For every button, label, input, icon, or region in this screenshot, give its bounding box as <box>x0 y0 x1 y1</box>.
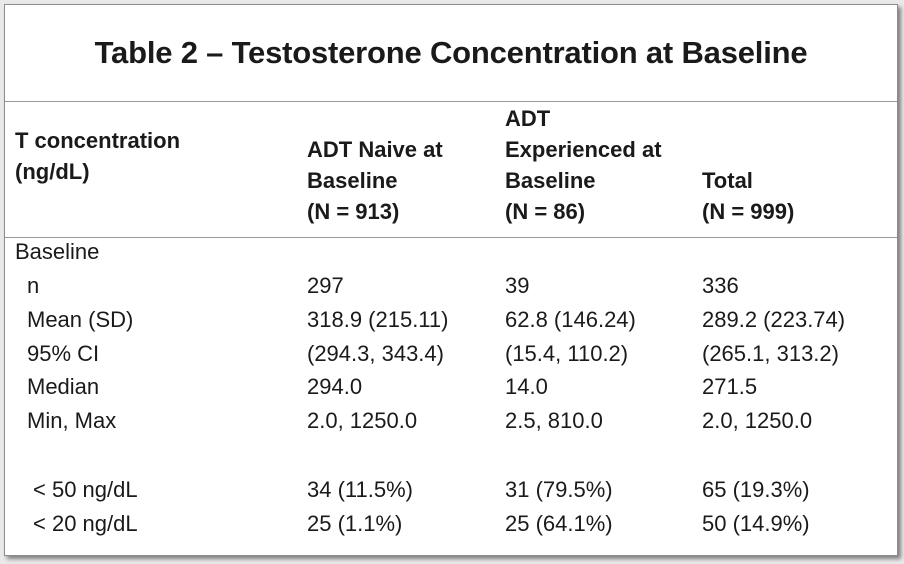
header-divider <box>5 237 897 238</box>
row-label: n <box>27 273 40 298</box>
header-adt-experienced: ADT Experienced at Baseline (N = 86) <box>505 103 662 227</box>
cell-adt-naive: 34 (11.5%) <box>307 477 413 502</box>
row-label: Mean (SD) <box>27 307 134 332</box>
header-row-label-line: T concentration <box>15 128 181 153</box>
cell-total: 50 (14.9%) <box>702 511 810 536</box>
cell-adt-naive: 318.9 (215.11) <box>307 307 449 332</box>
cell-adt-naive: 294.0 <box>307 374 363 399</box>
cell-total: 65 (19.3%) <box>702 477 810 502</box>
header-total: Total (N = 999) <box>702 165 794 227</box>
cell-adt-naive: 2.0, 1250.0 <box>307 408 418 433</box>
cell-adt-experienced: 2.5, 810.0 <box>505 408 603 433</box>
row-label: < 20 ng/dL <box>33 511 138 536</box>
cell-total: 336 <box>702 273 739 298</box>
header-adt-naive-line: (N = 913) <box>307 199 400 224</box>
row-label: 95% CI <box>27 341 100 366</box>
header-adt-naive-line: Baseline <box>307 168 398 193</box>
cell-adt-experienced: 39 <box>505 273 530 298</box>
header-adt-experienced-line: (N = 86) <box>505 199 586 224</box>
table-title: Table 2 – Testosterone Concentration at … <box>94 35 808 70</box>
cell-total: 271.5 <box>702 374 758 399</box>
header-adt-experienced-line: ADT <box>505 106 551 131</box>
cell-adt-experienced: 31 (79.5%) <box>505 477 613 502</box>
header-adt-experienced-line: Experienced at <box>505 137 662 162</box>
header-adt-naive: ADT Naive at Baseline (N = 913) <box>307 134 443 227</box>
cell-adt-experienced: (15.4, 110.2) <box>505 341 629 366</box>
cell-adt-experienced: 25 (64.1%) <box>505 511 613 536</box>
header-total-line: (N = 999) <box>702 199 795 224</box>
cell-adt-naive: 297 <box>307 273 344 298</box>
row-label: < 50 ng/dL <box>33 477 138 502</box>
table-card: Table 2 – Testosterone Concentration at … <box>4 4 898 556</box>
header-adt-naive-line: ADT Naive at <box>307 137 443 162</box>
cell-total: 289.2 (223.74) <box>702 307 846 332</box>
title-divider <box>5 101 897 102</box>
row-label: Median <box>27 374 100 399</box>
cell-total: 2.0, 1250.0 <box>702 408 813 433</box>
row-label: Min, Max <box>27 408 117 433</box>
header-adt-experienced-line: Baseline <box>505 168 596 193</box>
header-total-line: Total <box>702 168 753 193</box>
header-row-label: T concentration (ng/dL) <box>15 125 180 187</box>
cell-adt-experienced: 14.0 <box>505 374 548 399</box>
cell-adt-naive: (294.3, 343.4) <box>307 341 444 366</box>
cell-adt-naive: 25 (1.1%) <box>307 511 403 536</box>
cell-total: (265.1, 313.2) <box>702 341 839 366</box>
header-row-label-line: (ng/dL) <box>15 159 90 184</box>
cell-adt-experienced: 62.8 (146.24) <box>505 307 636 332</box>
section-label: Baseline <box>15 239 100 264</box>
